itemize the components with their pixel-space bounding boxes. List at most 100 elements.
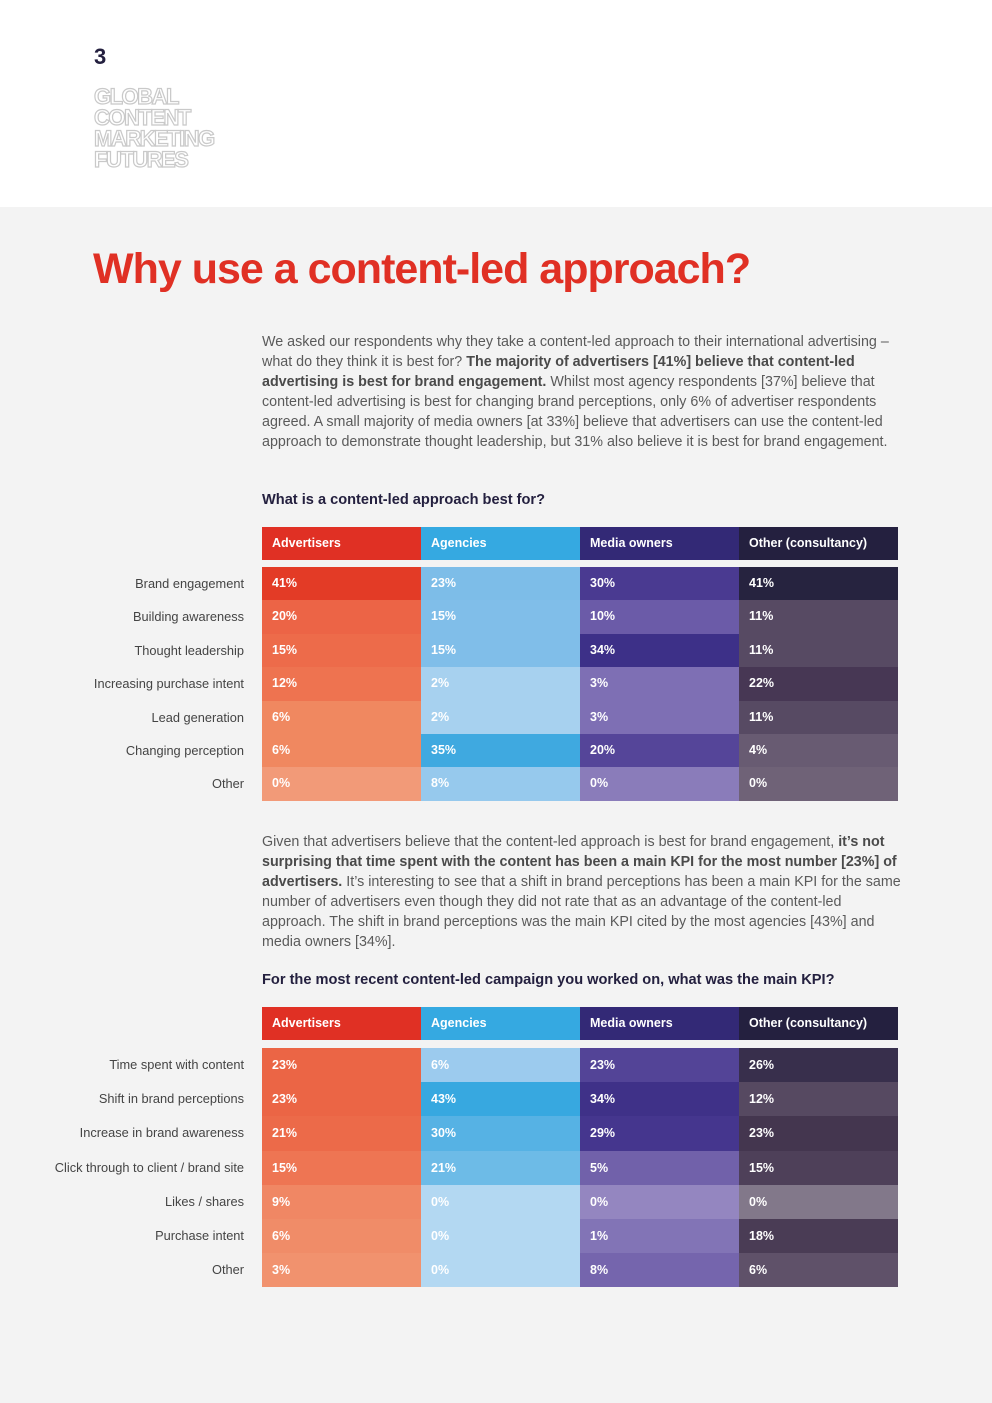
value-cell: 11% (739, 600, 898, 634)
table1-question: What is a content-led approach best for? (262, 492, 545, 508)
value-cell: 2% (421, 700, 580, 734)
logo-line: GLOBAL (93, 84, 180, 109)
column-header: Media owners (580, 527, 739, 560)
header-band (0, 0, 992, 207)
table-row: Brand engagement 41% 23% 30% 41% (0, 567, 898, 601)
value-cell: 23% (739, 1116, 898, 1151)
column-header: Other (consultancy) (739, 527, 898, 560)
value-cell: 9% (262, 1184, 421, 1219)
value-cell: 23% (580, 1048, 739, 1083)
value-cell: 10% (580, 600, 739, 634)
value-cell: 3% (580, 700, 739, 734)
table-header: Advertisers Agencies Media owners Other (co… (262, 1007, 898, 1040)
value-cell: 0% (739, 767, 898, 801)
value-cell: 0% (262, 767, 421, 801)
table-row: Thought leadership 15% 15% 34% 11% (0, 633, 898, 668)
table-row: Time spent with content 23% 6% 23% 26% (0, 1048, 898, 1083)
table2-question: For the most recent content-led campaign… (262, 972, 835, 988)
table-row: Changing perception 6% 35% 20% 4% (0, 734, 898, 768)
para-text: Given that advertisers believe that the … (262, 834, 839, 850)
value-cell: 0% (421, 1219, 580, 1254)
value-cell: 1% (580, 1219, 739, 1254)
value-cell: 0% (739, 1184, 898, 1219)
value-cell: 11% (739, 633, 898, 668)
page-title: Why use a content-led approach? (93, 245, 751, 293)
value-cell: 15% (262, 1150, 421, 1185)
table-row: Increase in brand awareness 21% 30% 29% 23% (0, 1116, 898, 1151)
column-header: Other (consultancy) (739, 1007, 898, 1040)
table-row: Building awareness 20% 15% 10% 11% (0, 600, 898, 634)
value-cell: 3% (262, 1253, 421, 1288)
value-cell: 20% (580, 734, 739, 768)
value-cell: 15% (739, 1150, 898, 1185)
row-label: Time spent with content (109, 1057, 244, 1072)
value-cell: 22% (739, 667, 898, 701)
value-cell: 8% (580, 1253, 739, 1288)
row-label: Increase in brand awareness (79, 1125, 244, 1141)
table-row: Likes / shares 9% 0% 0% 0% (0, 1184, 898, 1219)
value-cell: 6% (262, 734, 421, 768)
row-label: Building awareness (133, 609, 244, 625)
value-cell: 23% (421, 567, 580, 601)
value-cell: 18% (739, 1219, 898, 1254)
row-label: Shift in brand perceptions (98, 1091, 244, 1107)
value-cell: 2% (421, 667, 580, 701)
value-cell: 41% (739, 567, 898, 601)
table-row: Click through to client / brand site 15% 2… (0, 1150, 898, 1185)
row-label: Other (211, 776, 244, 792)
brand-logo: GLOBAL CONTENT MARKETING FUTURES (93, 84, 215, 172)
table-row: Other 0% 8% 0% 0% (0, 767, 898, 801)
table-header: Advertisers Agencies Media owners Other (co… (262, 527, 898, 560)
kpi-paragraph: Given that advertisers believe that the … (262, 832, 902, 952)
column-header: Agencies (421, 527, 580, 560)
column-header: Media owners (580, 1007, 739, 1040)
para-text: Whilst most agency respondents [37%] bel… (262, 374, 888, 450)
value-cell: 43% (421, 1082, 580, 1117)
value-cell: 15% (421, 600, 580, 634)
row-label: Likes / shares (165, 1193, 244, 1209)
value-cell: 6% (739, 1253, 898, 1288)
row-label: Thought leadership (134, 642, 244, 658)
value-cell: 6% (262, 700, 421, 734)
value-cell: 0% (580, 1184, 739, 1219)
value-cell: 5% (580, 1150, 739, 1185)
table-row: Shift in brand perceptions 23% 43% 34% 12% (0, 1082, 898, 1117)
value-cell: 21% (421, 1150, 580, 1185)
value-cell: 20% (262, 600, 421, 634)
value-cell: 0% (421, 1184, 580, 1219)
row-label: Lead generation (151, 709, 244, 725)
value-cell: 12% (262, 667, 421, 701)
row-label: Other (211, 1262, 244, 1278)
column-header: Advertisers (262, 527, 421, 560)
row-label: Brand engagement (135, 576, 244, 591)
value-cell: 6% (262, 1219, 421, 1254)
value-cell: 6% (421, 1048, 580, 1083)
column-header: Agencies (421, 1007, 580, 1040)
value-cell: 34% (580, 1082, 739, 1117)
value-cell: 23% (262, 1082, 421, 1117)
table-row: Increasing purchase intent 12% 2% 3% 22% (0, 667, 898, 701)
logo-line: FUTURES (93, 147, 189, 172)
table-row: Other 3% 0% 8% 6% (0, 1253, 898, 1288)
value-cell: 12% (739, 1082, 898, 1117)
value-cell: 8% (421, 767, 580, 801)
row-label: Increasing purchase intent (93, 676, 244, 692)
para-text: It’s interesting to see that a shift in … (262, 874, 901, 950)
value-cell: 41% (262, 567, 421, 601)
value-cell: 26% (739, 1048, 898, 1083)
value-cell: 0% (421, 1253, 580, 1288)
para-text: We asked our respondents why they take a… (262, 334, 889, 370)
value-cell: 0% (580, 767, 739, 801)
logo-line: MARKETING (93, 126, 215, 151)
value-cell: 15% (262, 633, 421, 668)
column-header: Advertisers (262, 1007, 421, 1040)
page-number: 3 (94, 44, 107, 69)
value-cell: 15% (421, 633, 580, 668)
value-cell: 21% (262, 1116, 421, 1151)
value-cell: 3% (580, 667, 739, 701)
value-cell: 23% (262, 1048, 421, 1083)
value-cell: 30% (421, 1116, 580, 1151)
value-cell: 29% (580, 1116, 739, 1151)
row-label: Click through to client / brand site (54, 1159, 244, 1175)
value-cell: 30% (580, 567, 739, 601)
